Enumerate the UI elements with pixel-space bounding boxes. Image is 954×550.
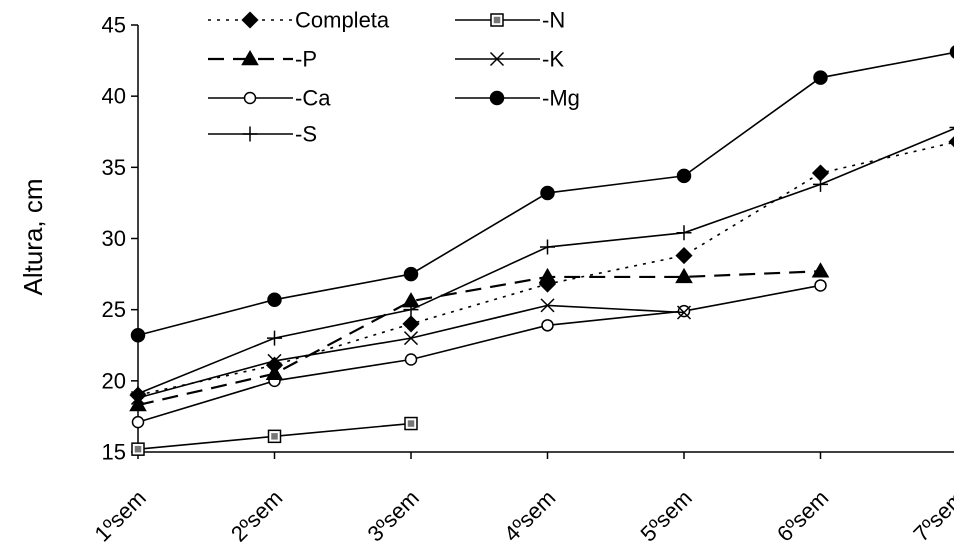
legend-label: -P (295, 47, 317, 72)
marker-fill (271, 433, 278, 440)
x-tick-label: 6ºsem (772, 485, 833, 546)
data-point (265, 356, 284, 374)
data-point (948, 136, 954, 148)
data-point (949, 126, 954, 129)
series-p (129, 262, 830, 412)
data-point (267, 330, 282, 346)
legend-item: -Ca (208, 86, 331, 111)
marker-fill (134, 445, 142, 453)
legend-item: -Mg (455, 86, 580, 111)
legend-marker (489, 90, 505, 106)
data-point (814, 279, 827, 292)
y-tick-label: 40 (102, 84, 126, 109)
x-tick-label: 2ºsem (226, 485, 287, 546)
data-point (540, 298, 555, 313)
data-point (403, 266, 419, 282)
data-point (949, 45, 954, 59)
marker-fill (493, 16, 501, 24)
data-point (131, 442, 145, 456)
x-tick-label: 1ºsem (89, 485, 150, 546)
data-point (267, 429, 282, 444)
series-n (131, 416, 418, 456)
legend-item: -N (455, 8, 565, 33)
data-point (677, 304, 691, 318)
legend-label: -S (295, 122, 317, 147)
data-point (540, 185, 555, 201)
legend-item: -S (208, 122, 317, 147)
y-tick-label: 20 (102, 368, 126, 393)
legend-item: Completa (208, 8, 390, 33)
series-mg (130, 45, 954, 343)
legend-item: -K (455, 47, 564, 72)
data-point (811, 164, 830, 182)
legend-marker (242, 126, 258, 142)
data-point (811, 262, 830, 278)
x-tick-label: 5ºsem (635, 485, 696, 546)
data-point (540, 239, 555, 255)
data-point (676, 225, 692, 241)
data-point (538, 275, 557, 293)
data-point (403, 331, 419, 346)
y-axis-title: Altura, cm (18, 178, 48, 295)
data-point (676, 305, 692, 320)
data-point (675, 247, 693, 265)
data-point (129, 396, 147, 412)
legend-marker (241, 11, 259, 29)
marker-fill (407, 420, 415, 427)
data-point (404, 416, 418, 431)
series-completa (129, 136, 954, 404)
data-point (129, 386, 147, 404)
data-point (675, 267, 693, 284)
axes: 15 20 25 30 35 40 45 1ºsem 2ºsem 3ºsem 4ºsem 5ºsem 6… (89, 13, 954, 547)
legend-marker (490, 13, 504, 27)
legend-label: -K (542, 47, 564, 72)
data-point (813, 70, 828, 85)
legend-label: -N (542, 8, 565, 33)
legend-label: -Ca (295, 86, 331, 111)
series-s (130, 126, 954, 402)
y-tick-label: 25 (102, 297, 126, 322)
legend-marker (243, 91, 257, 105)
legend-label: Completa (295, 8, 390, 33)
y-tick-label: 45 (102, 13, 126, 38)
legend-item: -P (208, 47, 317, 72)
y-tick-label: 35 (102, 155, 126, 180)
data-point (403, 302, 419, 318)
legend-label: -Mg (542, 86, 580, 111)
data-point (402, 315, 420, 333)
legend: Completa -N -P -K -Ca -Mg -S (208, 8, 580, 147)
series-line (137, 127, 954, 395)
data-point (676, 168, 692, 184)
x-tick-label: 3ºsem (362, 485, 423, 546)
data-point (267, 292, 282, 307)
y-tick-label: 15 (102, 440, 126, 465)
series-line (137, 270, 821, 407)
plot-area (129, 45, 954, 456)
x-tick-label: 4ºsem (499, 485, 560, 546)
legend-marker (241, 49, 259, 66)
data-point (404, 353, 418, 366)
data-point (541, 319, 554, 332)
x-tick-label: 7ºsem (908, 485, 954, 546)
data-point (130, 328, 146, 343)
y-tick-label: 30 (102, 226, 126, 251)
series-line (137, 284, 821, 423)
data-point (131, 415, 145, 429)
legend-marker (489, 51, 505, 67)
